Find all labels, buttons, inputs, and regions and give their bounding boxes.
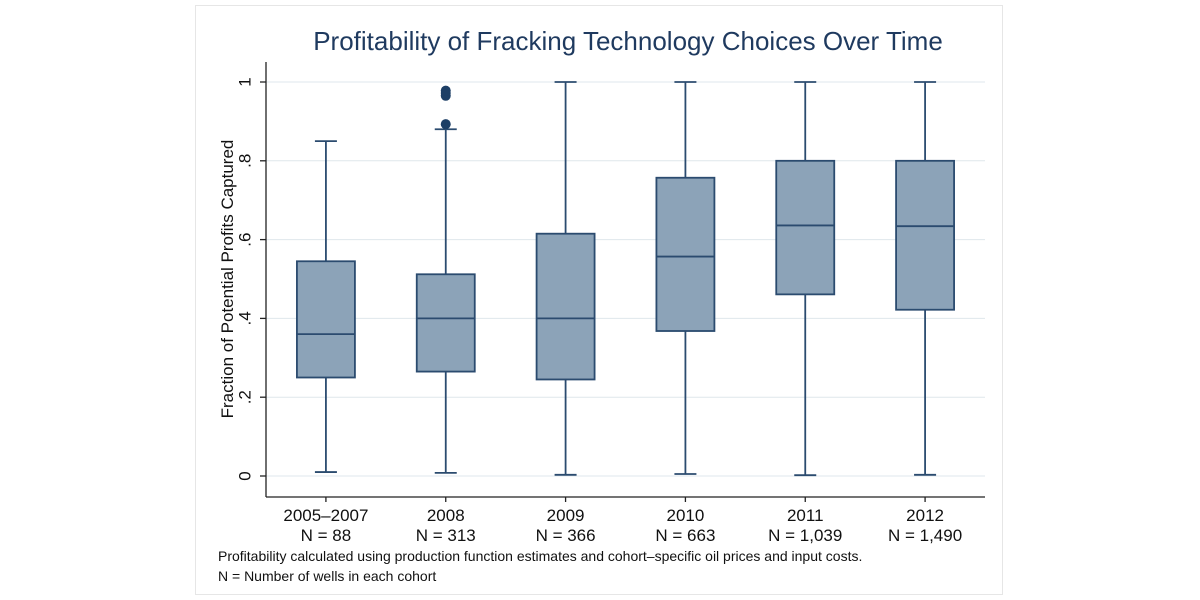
y-tick-label: 0: [235, 471, 254, 480]
x-tick-sample-size: N = 313: [416, 526, 476, 545]
x-tick-label: 2011: [787, 506, 824, 525]
y-tick-label: .4: [235, 311, 254, 325]
iqr-box: [535, 232, 596, 381]
x-tick-sample-size: N = 1,039: [768, 526, 842, 545]
y-tick-label: .2: [235, 390, 254, 404]
x-tick-sample-size: N = 88: [301, 526, 352, 545]
iqr-box: [655, 176, 716, 332]
outlier-point: [440, 119, 451, 130]
y-tick-label: .6: [235, 233, 254, 247]
chart-title: Profitability of Fracking Technology Cho…: [313, 26, 943, 56]
box-2005-2007: [296, 140, 356, 473]
x-tick-sample-size: N = 1,490: [888, 526, 962, 545]
box-2011: [775, 81, 836, 477]
footnote-method: Profitability calculated using productio…: [218, 548, 863, 564]
outlier-point: [440, 85, 451, 96]
box-series: [296, 81, 955, 477]
x-tick-label: 2010: [667, 506, 705, 525]
x-tick-label: 2012: [906, 506, 944, 525]
x-tick-sample-size: N = 663: [655, 526, 715, 545]
box-2010: [655, 81, 716, 475]
x-tick-sample-size: N = 366: [536, 526, 596, 545]
footnote-n-definition: N = Number of wells in each cohort: [218, 568, 437, 584]
iqr-box: [775, 159, 836, 296]
box-2012: [895, 81, 955, 476]
x-tick-label: 2008: [427, 506, 465, 525]
box-2009: [535, 81, 596, 476]
y-tick-label: 1: [235, 77, 254, 86]
box-2008: [415, 85, 476, 474]
iqr-box: [296, 260, 356, 379]
x-tick-label: 2005–2007: [283, 506, 368, 525]
iqr-box: [895, 159, 955, 311]
x-tick-label: 2009: [547, 506, 585, 525]
y-tick-label: .8: [235, 154, 254, 168]
y-axis-label: Fraction of Potential Profits Captured: [218, 140, 237, 419]
iqr-box: [415, 273, 476, 373]
gridlines: [266, 81, 985, 477]
